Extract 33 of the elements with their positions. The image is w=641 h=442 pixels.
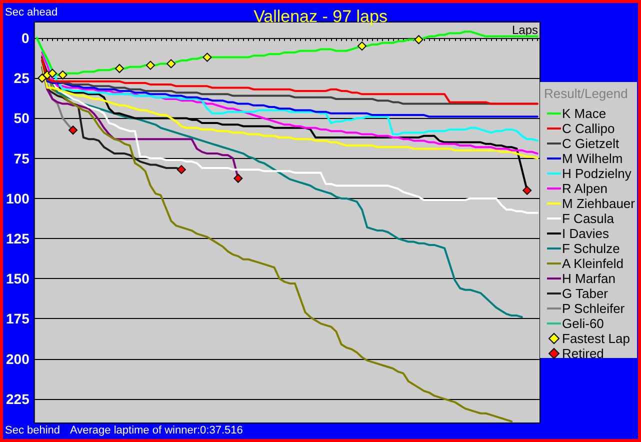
legend-label: H Podzielny	[562, 166, 632, 181]
chart-title: Vallenaz - 97 laps	[254, 7, 388, 26]
legend-label: Geli-60	[562, 316, 604, 331]
text: Sec behind	[5, 424, 60, 436]
y-tick-label: 200	[6, 350, 30, 367]
y-tick-label: 125	[6, 230, 30, 247]
y-tick-label: 0	[22, 30, 30, 46]
legend-label: A Kleinfeld	[562, 256, 624, 271]
legend-label: K Mace	[562, 106, 606, 121]
legend-title: Result/Legend	[544, 86, 628, 101]
legend-label: I Davies	[562, 226, 610, 241]
legend-label: F Casula	[562, 211, 615, 226]
y-tick-label: 100	[6, 190, 30, 206]
y-axis-title: Sec ahead	[5, 6, 58, 18]
y-tick-label: 175	[6, 310, 30, 327]
legend-label: P Schleifer	[562, 301, 626, 316]
legend-label: C Gietzelt	[562, 136, 620, 151]
y-tick-label: 75	[14, 150, 30, 166]
legend-label: M Ziehbauer	[562, 196, 636, 211]
y-tick-label: 50	[14, 110, 30, 126]
legend-label: C Callipo	[562, 121, 615, 136]
x-axis-title: Laps	[512, 23, 538, 37]
legend-label: R Alpen	[562, 181, 608, 196]
legend-label: H Marfan	[562, 271, 616, 286]
legend-label: Fastest Lap	[562, 331, 630, 346]
y-tick-label: 150	[6, 270, 30, 287]
text: Average laptime of winner:0:37.516	[70, 424, 243, 436]
legend-label: G Taber	[562, 286, 609, 301]
legend-label: F Schulze	[562, 241, 620, 256]
y-tick-label: 25	[14, 70, 30, 86]
y-tick-label: 225	[6, 390, 30, 407]
legend-label: Retired	[562, 346, 604, 361]
legend-label: M Wilhelm	[562, 151, 623, 166]
